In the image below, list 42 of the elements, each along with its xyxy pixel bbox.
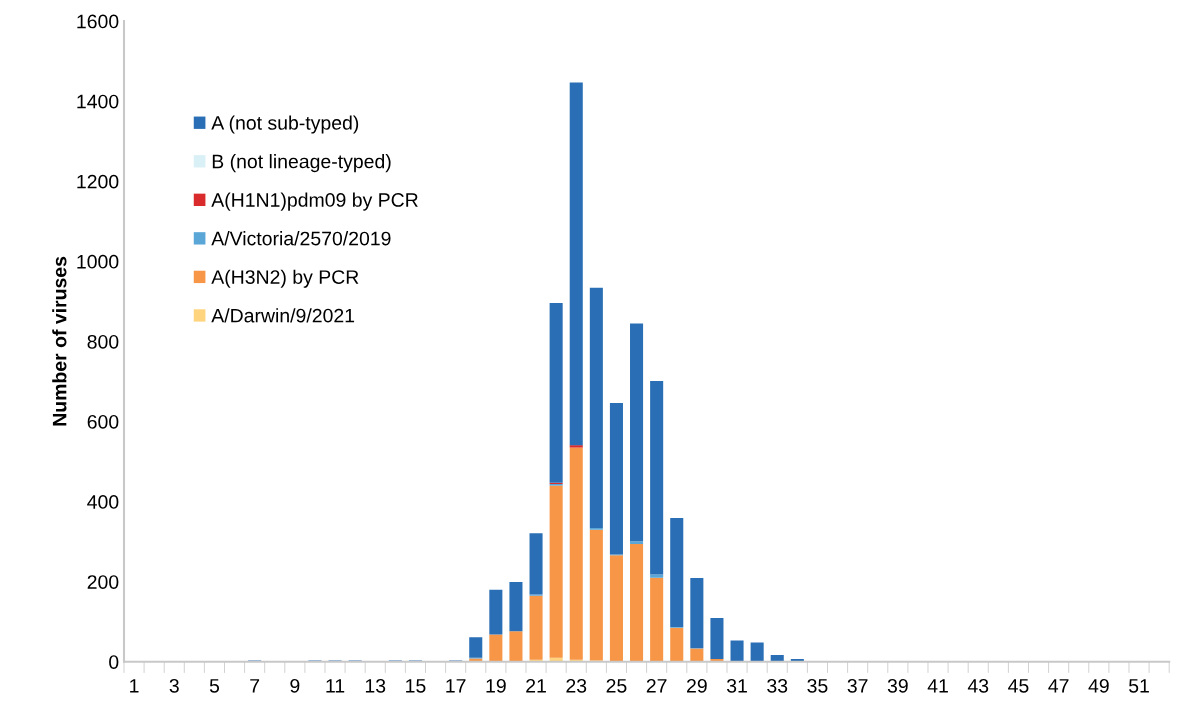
x-tick-label: 47 bbox=[1048, 679, 1069, 693]
y-tick-label: 0 bbox=[109, 655, 119, 669]
x-tick-label: 23 bbox=[566, 678, 587, 693]
x-tick-label: 43 bbox=[967, 678, 989, 693]
legend-label: B (not lineage-typed) bbox=[212, 154, 391, 173]
y-tick-label: 1000 bbox=[77, 254, 119, 269]
x-tick-label: 35 bbox=[807, 678, 828, 693]
x-tick-label: 51 bbox=[1129, 679, 1149, 693]
y-tick-label: 800 bbox=[87, 334, 119, 349]
x-tick-label: 13 bbox=[365, 678, 386, 693]
x-tick-label: 27 bbox=[646, 678, 667, 693]
legend-label: A/Darwin/9/2021 bbox=[211, 308, 355, 323]
x-tick-label: 1 bbox=[130, 679, 139, 693]
legend-label: A(H1N1)pdm09 by PCR bbox=[211, 192, 418, 211]
x-tick-label: 31 bbox=[726, 678, 747, 693]
legend-label: A (not sub-typed) bbox=[211, 115, 359, 134]
x-tick-label: 5 bbox=[209, 679, 220, 693]
y-tick-label: 600 bbox=[87, 414, 119, 429]
x-tick-label: 21 bbox=[526, 678, 546, 693]
x-tick-label: 11 bbox=[326, 679, 345, 693]
y-tick-label: 200 bbox=[87, 575, 119, 589]
x-tick-label: 19 bbox=[486, 678, 506, 693]
x-tick-label: 45 bbox=[1008, 679, 1029, 693]
x-tick-label: 17 bbox=[446, 679, 466, 693]
x-tick-label: 7 bbox=[250, 679, 260, 693]
y-tick-label: 1400 bbox=[77, 94, 119, 109]
x-tick-label: 39 bbox=[887, 678, 908, 693]
x-tick-label: 41 bbox=[927, 679, 948, 693]
x-tick-label: 3 bbox=[169, 678, 179, 693]
x-tick-label: 9 bbox=[290, 678, 300, 693]
x-tick-label: 49 bbox=[1088, 678, 1109, 693]
y-tick-label: 1600 bbox=[77, 14, 119, 29]
x-tick-label: 15 bbox=[406, 679, 426, 693]
x-tick-label: 29 bbox=[687, 678, 707, 693]
y-axis-title: Number of viruses bbox=[52, 256, 67, 426]
y-tick-label: 400 bbox=[87, 495, 119, 509]
x-tick-label: 37 bbox=[847, 678, 868, 693]
x-tick-label: 25 bbox=[606, 678, 627, 693]
legend-label: A/Victoria/2570/2019 bbox=[211, 231, 391, 246]
x-tick-label: 33 bbox=[767, 678, 788, 693]
legend-label: A(H3N2) by PCR bbox=[211, 269, 359, 288]
y-tick-label: 1200 bbox=[77, 174, 119, 189]
